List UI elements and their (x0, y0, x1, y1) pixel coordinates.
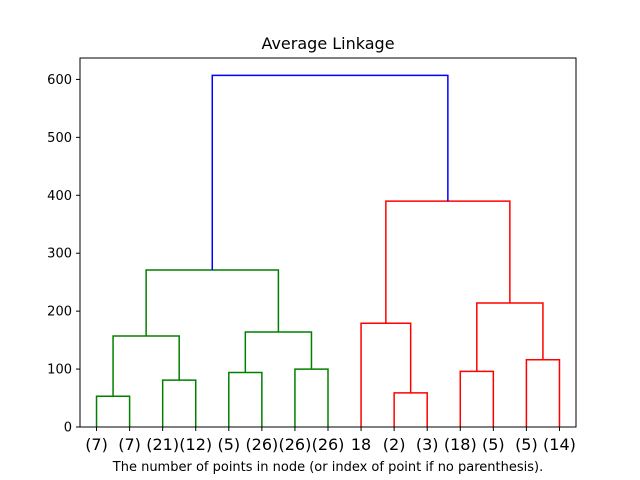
leaf-label-9: (2) (383, 435, 406, 454)
leaf-label-6: (26) (279, 435, 312, 454)
link-0 (95, 395, 131, 427)
link-8 (360, 322, 412, 427)
y-tick-label-100: 100 (47, 363, 72, 378)
leaf-label-7: (26) (312, 435, 345, 454)
chart-title: Average Linkage (261, 34, 394, 53)
leaf-label-14: (14) (543, 435, 576, 454)
link-10 (525, 359, 561, 427)
link-5 (244, 331, 313, 373)
y-tick-label-200: 200 (47, 305, 72, 320)
dendrogram-links (95, 74, 561, 427)
link-11 (476, 302, 544, 372)
x-axis-label: The number of points in node (or index o… (112, 460, 543, 475)
leaf-label-12: (5) (482, 435, 505, 454)
leaf-label-0: (7) (85, 435, 108, 454)
link-2 (228, 371, 263, 427)
leaf-label-4: (5) (217, 435, 240, 454)
y-tick-label-600: 600 (47, 73, 72, 88)
link-4 (112, 335, 180, 397)
leaf-label-1: (7) (118, 435, 141, 454)
link-6 (145, 269, 280, 337)
x-axis: (7) (7) (21) (12) (5) (26) (26) (26) 18 (2) (3) (18… (85, 427, 576, 454)
link-3 (294, 368, 329, 427)
leaf-label-13: (5) (515, 435, 538, 454)
link-7 (393, 392, 428, 427)
link-1 (161, 379, 197, 427)
link-9 (459, 370, 495, 427)
link-13 (211, 74, 449, 271)
y-axis: 0 100 200 300 400 500 600 (47, 73, 80, 436)
leaf-label-3: (12) (179, 435, 212, 454)
y-tick-label-0: 0 (64, 421, 72, 436)
leaf-label-5: (26) (245, 435, 278, 454)
y-tick-label-500: 500 (47, 131, 72, 146)
leaf-label-8: 18 (351, 435, 371, 454)
link-12 (385, 200, 511, 324)
y-tick-label-400: 400 (47, 189, 72, 204)
leaf-label-2: (21) (146, 435, 179, 454)
y-tick-label-300: 300 (47, 247, 72, 262)
leaf-label-10: (3) (416, 435, 439, 454)
leaf-label-11: (18) (444, 435, 477, 454)
